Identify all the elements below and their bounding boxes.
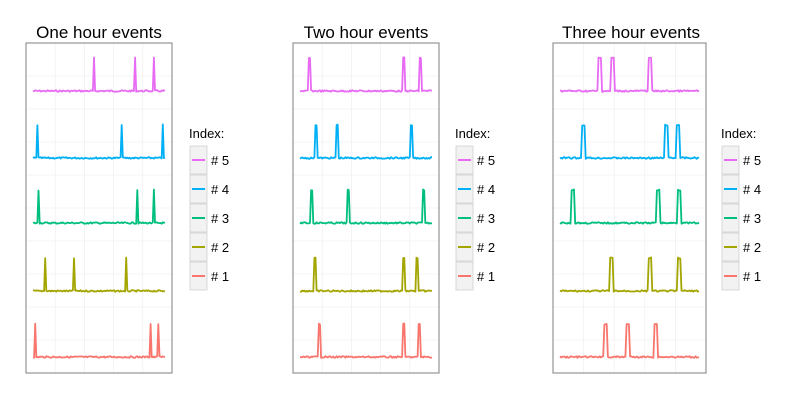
series-line-2 xyxy=(33,256,166,293)
legend-label: # 5 xyxy=(211,153,229,168)
legend-title: Index: xyxy=(721,126,756,141)
legend-label: # 4 xyxy=(477,182,495,197)
chart-panel-2: Two hour events Index: # 5 # 4 # 3 # 2 # 1 xyxy=(292,23,495,374)
series-line-3 xyxy=(32,188,166,225)
series-line-4 xyxy=(559,123,700,160)
grid-lines xyxy=(553,43,706,373)
legend-label: # 4 xyxy=(743,182,761,197)
series-line-3 xyxy=(299,188,433,225)
legend-label: # 5 xyxy=(743,153,761,168)
chart-panel-3: Three hour events Index: # 5 # 4 # 3 # 2 # 1 xyxy=(552,23,761,374)
series-line-1 xyxy=(300,322,433,359)
plot-border xyxy=(292,42,440,374)
legend-title: Index: xyxy=(189,126,224,141)
legend-label: # 2 xyxy=(211,240,229,255)
series-line-1 xyxy=(32,322,166,359)
legend-title: Index: xyxy=(455,126,490,141)
legend: Index: # 5 # 4 # 3 # 2 # 1 xyxy=(455,126,495,291)
series-line-3 xyxy=(559,188,700,225)
series-line-5 xyxy=(299,56,433,93)
series-line-4 xyxy=(32,123,166,160)
plot-border xyxy=(552,42,707,374)
legend-label: # 3 xyxy=(743,211,761,226)
legend-label: # 2 xyxy=(743,240,761,255)
legend-label: # 5 xyxy=(477,153,495,168)
legend-label: # 3 xyxy=(211,211,229,226)
chart-panel-1: One hour events Index: # 5 # 4 # 3 # 2 # 1 xyxy=(25,23,229,374)
legend: Index: # 5 # 4 # 3 # 2 # 1 xyxy=(189,126,229,291)
legend: Index: # 5 # 4 # 3 # 2 # 1 xyxy=(721,126,761,291)
chart-title: Two hour events xyxy=(304,23,429,42)
series-line-4 xyxy=(299,123,432,160)
legend-label: # 1 xyxy=(211,269,229,284)
legend-label: # 4 xyxy=(211,182,229,197)
grid-lines xyxy=(26,43,172,373)
legend-label: # 3 xyxy=(477,211,495,226)
chart-title: One hour events xyxy=(36,23,162,42)
legend-label: # 2 xyxy=(477,240,495,255)
series-line-2 xyxy=(299,256,433,293)
series-line-1 xyxy=(559,323,700,359)
series-line-5 xyxy=(32,56,166,93)
legend-label: # 1 xyxy=(477,269,495,284)
series-line-2 xyxy=(559,256,700,293)
grid-lines xyxy=(293,43,439,373)
plot-border xyxy=(25,42,173,374)
series-line-5 xyxy=(559,56,700,93)
legend-label: # 1 xyxy=(743,269,761,284)
chart-title: Three hour events xyxy=(562,23,700,42)
